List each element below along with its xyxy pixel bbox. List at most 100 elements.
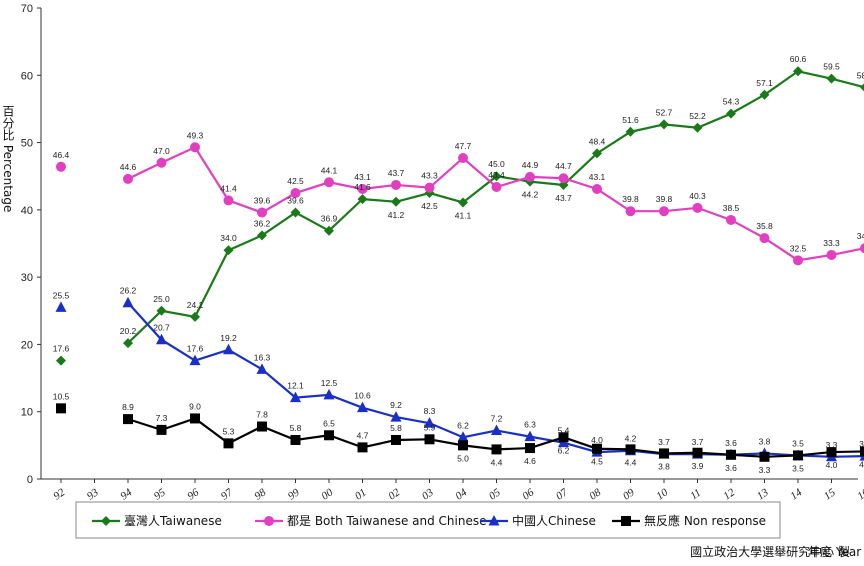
data-point (860, 83, 864, 92)
data-label: 60.6 (790, 54, 807, 64)
data-label: 41.2 (388, 210, 405, 220)
data-point (122, 296, 134, 308)
legend-item-2: 中國人Chinese (480, 513, 596, 528)
data-point (290, 207, 301, 218)
data-point (793, 66, 803, 77)
data-label: 57.1 (756, 78, 773, 88)
x-tick-label: 95 (152, 486, 168, 502)
data-label: 3.9 (692, 461, 704, 471)
data-point (223, 195, 234, 206)
series-0 (56, 66, 864, 366)
data-label: 4.5 (591, 457, 603, 467)
data-label: 3.8 (658, 461, 670, 471)
data-point (424, 434, 435, 445)
data-label: 43.3 (421, 171, 438, 181)
data-label: 34.0 (220, 233, 237, 243)
data-point (759, 233, 770, 244)
data-label: 4.2 (625, 434, 637, 444)
x-tick-label: 09 (621, 486, 637, 502)
x-tick-label: 03 (420, 486, 436, 502)
data-point (324, 430, 334, 441)
data-label: 5.8 (390, 423, 402, 433)
series-3 (56, 403, 864, 462)
data-point (458, 440, 468, 451)
data-point (759, 451, 770, 462)
data-point (156, 157, 167, 168)
data-label: 4.4 (491, 457, 503, 467)
x-axis-ticks: 92 93 94 95 96 97 98 99 00 01 02 03 04 05 06 07 08 09 10 11… (51, 479, 864, 503)
data-point (625, 126, 636, 137)
data-label: 46.4 (53, 150, 70, 160)
data-label: 49.3 (187, 130, 204, 140)
data-point (458, 197, 468, 208)
data-point (759, 89, 770, 100)
legend-label: 無反應 Non response (644, 513, 766, 528)
data-label: 41.4 (220, 183, 237, 193)
data-point (290, 188, 301, 199)
data-label: 47.7 (455, 141, 472, 151)
data-label: 20.7 (153, 323, 170, 333)
data-point (357, 401, 368, 413)
data-label: 3.8 (759, 436, 771, 446)
data-label: 3.3 (826, 440, 838, 450)
data-point (390, 411, 402, 422)
data-point (491, 444, 502, 455)
data-point (357, 442, 368, 453)
y-tick-label: 70 (21, 3, 33, 15)
data-label: 6.2 (457, 420, 469, 430)
legend-box (75, 501, 781, 539)
legend-swatch-marker (621, 516, 631, 526)
data-label: 51.6 (622, 115, 639, 125)
data-label: 58.2 (857, 70, 864, 80)
data-label: 41.6 (354, 182, 371, 192)
data-label: 34.3 (857, 231, 864, 241)
x-axis-title: 年度 Year (808, 544, 861, 559)
data-label: 43.1 (354, 172, 371, 182)
data-point (56, 161, 66, 172)
data-point (491, 424, 502, 436)
data-point (357, 183, 368, 194)
x-tick-label: 13 (755, 486, 771, 502)
data-label: 7.2 (491, 414, 503, 424)
axes (40, 8, 858, 480)
data-label: 5.0 (457, 453, 469, 463)
data-point (625, 444, 636, 455)
data-point (458, 153, 468, 164)
data-label: 24.1 (187, 300, 204, 310)
data-point (223, 438, 234, 449)
x-tick-label: 97 (219, 486, 235, 502)
data-point (223, 245, 234, 256)
data-point (123, 338, 133, 349)
data-label: 36.2 (254, 218, 271, 228)
data-label: 45.0 (488, 159, 505, 169)
x-tick-label: 99 (286, 486, 302, 502)
data-point (524, 430, 536, 442)
data-label: 39.6 (254, 196, 271, 206)
y-tick-label: 10 (21, 407, 33, 419)
data-label: 44.9 (522, 160, 539, 170)
data-label: 4.4 (625, 457, 637, 467)
data-point (391, 179, 401, 190)
data-point (525, 443, 535, 454)
x-tick-label: 12 (721, 486, 737, 502)
data-label: 44.6 (120, 162, 137, 172)
x-tick-label: 14 (788, 486, 804, 502)
data-point (156, 333, 167, 345)
data-label: 44.7 (555, 161, 572, 171)
data-label: 17.6 (187, 344, 204, 354)
x-tick-label: 05 (487, 486, 503, 502)
data-label: 33.3 (823, 238, 840, 248)
data-label: 43.4 (488, 170, 505, 180)
data-label: 6.2 (558, 445, 570, 455)
legend-swatch-marker (264, 516, 274, 526)
x-tick-label: 08 (587, 486, 603, 502)
data-label: 4.0 (826, 460, 838, 470)
data-point (223, 343, 234, 355)
data-point (290, 391, 301, 403)
credit-text: 國立政治大學選舉研究中心 製 (690, 544, 850, 559)
data-label: 17.6 (53, 344, 70, 354)
x-tick-label: 92 (51, 486, 67, 502)
legend-label: 都是 Both Taiwanese and Chinese (287, 514, 486, 528)
data-point (491, 181, 502, 192)
data-point (659, 119, 669, 130)
